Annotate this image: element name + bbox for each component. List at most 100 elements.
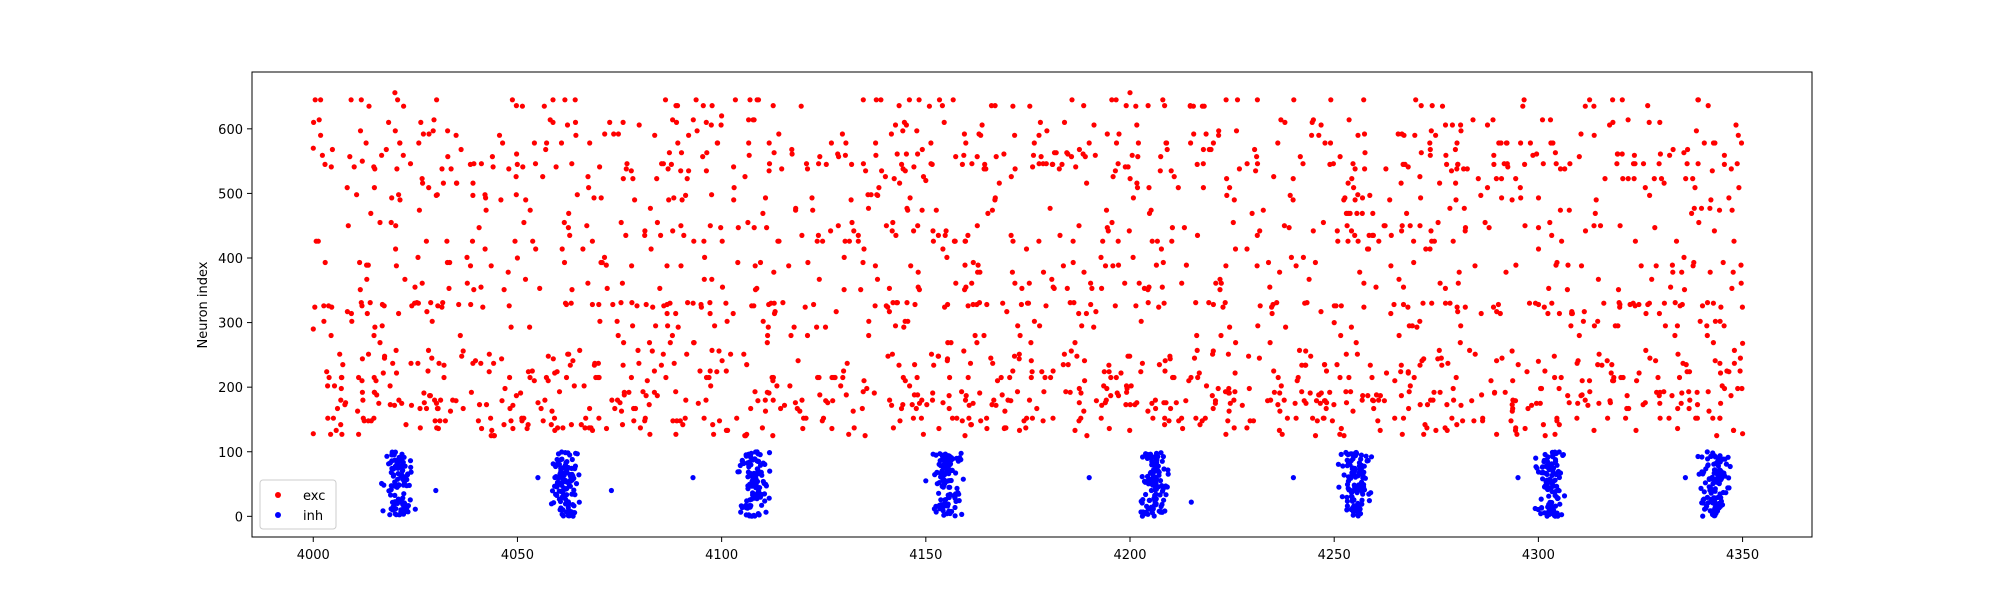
- inh-spike: [1543, 479, 1549, 485]
- exc-spike: [603, 425, 610, 432]
- inh-spike: [946, 453, 952, 459]
- inh-spike: [557, 507, 563, 513]
- inh-spike: [1709, 511, 1716, 518]
- exc-spike: [1246, 353, 1252, 359]
- inh-spike: [399, 472, 405, 478]
- exc-spike: [682, 415, 688, 421]
- exc-spike: [338, 422, 344, 428]
- exc-spike: [844, 360, 850, 366]
- exc-spike: [911, 228, 917, 234]
- exc-spike: [419, 280, 425, 286]
- inh-spike: [763, 509, 769, 515]
- exc-spike: [1567, 161, 1573, 167]
- inh-spike: [1358, 452, 1364, 458]
- exc-spike: [1604, 358, 1610, 364]
- exc-spike: [1099, 285, 1105, 291]
- exc-spike: [1447, 300, 1453, 306]
- exc-spike: [1129, 152, 1135, 158]
- exc-spike: [489, 154, 495, 160]
- exc-spike: [1428, 397, 1434, 403]
- exc-spike: [804, 166, 811, 172]
- exc-spike: [1082, 154, 1088, 160]
- exc-spike: [1265, 259, 1272, 266]
- exc-spike: [1083, 310, 1089, 317]
- exc-spike: [434, 425, 440, 431]
- exc-spike: [316, 117, 322, 123]
- inh-spike: [956, 498, 962, 504]
- exc-spike: [928, 351, 935, 357]
- exc-spike: [1705, 389, 1711, 395]
- exc-spike: [547, 117, 553, 123]
- exc-spike: [1472, 263, 1478, 269]
- exc-spike: [723, 368, 729, 374]
- exc-spike: [1025, 300, 1032, 306]
- exc-spike: [518, 390, 524, 396]
- exc-spike: [942, 232, 948, 238]
- exc-spike: [1609, 362, 1615, 368]
- exc-spike: [489, 427, 495, 433]
- exc-spike: [946, 405, 952, 412]
- exc-spike: [421, 390, 427, 396]
- plot-area: [310, 90, 1746, 519]
- exc-spike: [862, 433, 868, 439]
- exc-spike: [570, 358, 576, 364]
- exc-spike: [841, 287, 847, 293]
- exc-spike: [755, 398, 761, 404]
- inh-spike: [379, 480, 385, 487]
- inh-spike: [387, 512, 393, 518]
- exc-spike: [1591, 223, 1597, 229]
- exc-spike: [1439, 103, 1446, 109]
- inh-spike: [563, 460, 569, 466]
- exc-spike: [486, 369, 492, 375]
- inh-spike: [946, 478, 952, 484]
- inh-spike: [567, 483, 574, 489]
- exc-spike: [399, 400, 405, 406]
- exc-spike: [1710, 340, 1716, 346]
- exc-spike: [597, 318, 603, 324]
- exc-spike: [1265, 398, 1271, 404]
- exc-spike: [1538, 385, 1544, 392]
- exc-spike: [1076, 400, 1082, 406]
- exc-spike: [781, 402, 788, 408]
- exc-spike: [1345, 238, 1351, 244]
- inh-spike: [1544, 471, 1550, 477]
- exc-spike: [1679, 390, 1685, 396]
- exc-spike: [537, 285, 543, 291]
- inh-spike: [1540, 476, 1546, 482]
- inh-spike: [1363, 453, 1369, 459]
- exc-spike: [1072, 340, 1078, 346]
- exc-spike: [718, 122, 724, 128]
- exc-spike: [382, 353, 388, 359]
- exc-spike: [702, 254, 708, 260]
- inh-spike: [392, 492, 398, 498]
- exc-spike: [359, 389, 365, 395]
- exc-spike: [1691, 259, 1697, 266]
- exc-spike: [1636, 370, 1642, 376]
- inh-spike: [569, 465, 575, 471]
- exc-spike: [1350, 161, 1356, 167]
- exc-spike: [684, 351, 690, 357]
- inh-spike: [1344, 507, 1350, 513]
- exc-spike: [1656, 310, 1662, 317]
- exc-spike: [1125, 164, 1131, 170]
- exc-spike: [1050, 415, 1056, 421]
- exc-spike: [589, 301, 596, 308]
- exc-spike: [1028, 340, 1034, 346]
- exc-spike: [894, 300, 900, 306]
- exc-spike: [1193, 415, 1199, 421]
- exc-spike: [1453, 180, 1459, 186]
- exc-spike: [1653, 263, 1659, 269]
- inh-spike: [940, 484, 946, 490]
- exc-spike: [839, 131, 846, 137]
- inh-spike: [407, 497, 413, 503]
- exc-spike: [530, 238, 536, 244]
- inh-spike: [1727, 463, 1733, 470]
- exc-spike: [1303, 362, 1309, 368]
- inh-spike: [562, 477, 569, 484]
- exc-spike: [1712, 358, 1718, 364]
- exc-spike: [1427, 152, 1433, 158]
- inh-spike: [1165, 467, 1171, 473]
- exc-spike: [674, 418, 680, 424]
- inh-spike: [750, 476, 756, 482]
- exc-spike: [1276, 427, 1282, 433]
